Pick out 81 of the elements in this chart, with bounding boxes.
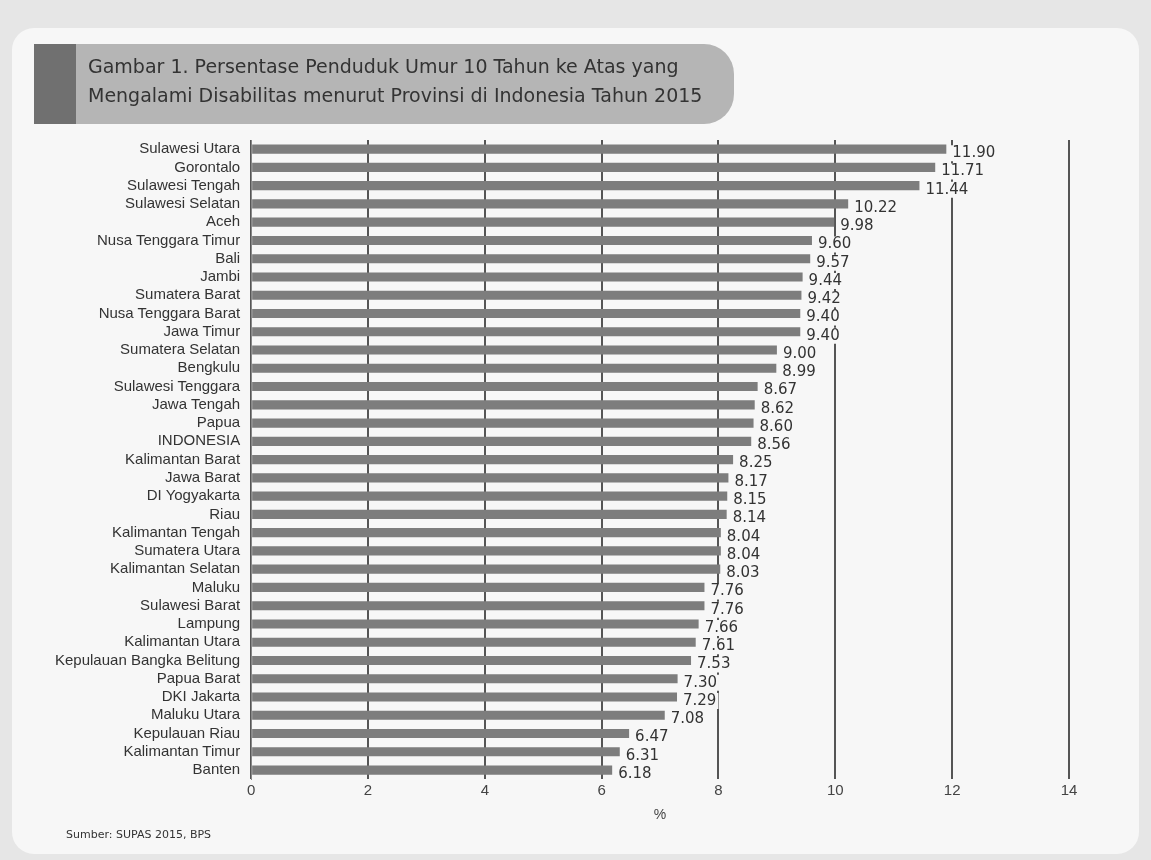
y-tick-label: Aceh <box>205 212 241 230</box>
data-label: 6.18 <box>618 763 652 782</box>
y-tick-label: Gorontalo <box>174 157 241 175</box>
y-tick-label: Jawa Tengah <box>152 394 241 412</box>
y-tick-label: Papua <box>196 413 241 431</box>
y-tick-label: Jawa Timur <box>163 321 241 339</box>
x-tick-label: 10 <box>826 781 844 799</box>
y-tick-label: Nusa Tenggara Barat <box>98 303 241 321</box>
x-tick-label: 0 <box>246 781 256 799</box>
data-label: 9.44 <box>808 270 843 289</box>
data-label: 11.71 <box>941 161 985 180</box>
y-tick-label: DI Yogyakarta <box>146 486 241 504</box>
x-tick-label: 6 <box>597 781 606 799</box>
data-label: 8.04 <box>726 526 761 545</box>
y-tick-label: Sumatera Utara <box>134 541 241 559</box>
chart-title: Gambar 1. Persentase Penduduk Umur 10 Tahun ke Atas yang Mengalami Disabilitas menurut Provinsi di Indonesia Tahun 2015 <box>88 54 704 108</box>
y-tick-label: Sulawesi Tenggara <box>113 376 241 394</box>
y-tick-label: Riau <box>209 504 241 522</box>
data-label: 8.67 <box>763 380 798 399</box>
data-label: 7.29 <box>683 690 717 709</box>
data-label: 8.17 <box>734 471 768 490</box>
y-tick-label: Jawa Barat <box>165 468 241 485</box>
x-tick-label: 12 <box>943 781 961 799</box>
data-label: 7.53 <box>697 654 731 673</box>
y-tick-label: Sulawesi Selatan <box>125 194 241 212</box>
data-label: 9.42 <box>807 289 841 308</box>
data-label: 8.62 <box>760 398 795 417</box>
y-tick-label: Kalimantan Barat <box>125 449 241 467</box>
y-tick-label: Lampung <box>177 614 241 632</box>
data-label: 11.90 <box>952 143 996 162</box>
y-tick-label: Kalimantan Tengah <box>111 522 241 540</box>
y-tick-label: Nusa Tenggara Timur <box>97 230 241 248</box>
x-tick-label: 4 <box>480 781 489 799</box>
y-tick-label: Bengkulu <box>177 358 241 376</box>
data-label: 7.66 <box>704 617 739 636</box>
data-label: 8.14 <box>732 508 767 527</box>
y-tick-label: Banten <box>192 760 241 778</box>
data-label: 8.99 <box>782 362 816 381</box>
data-label: 8.04 <box>726 544 761 563</box>
y-tick-label: Papua Barat <box>156 668 241 686</box>
y-tick-label: Sulawesi Tengah <box>127 175 241 193</box>
data-label: 7.76 <box>710 599 744 618</box>
y-tick-label: Sumatera Barat <box>135 285 241 303</box>
data-label: 6.31 <box>625 745 660 764</box>
y-tick-label: Sumatera Selatan <box>120 340 241 358</box>
x-axis-title: % <box>653 806 667 823</box>
data-label: 8.56 <box>757 435 791 454</box>
y-tick-label: Sulawesi Barat <box>140 595 241 613</box>
text: Sumber: SUPAS 2015, BPS <box>66 828 212 841</box>
data-label: 8.15 <box>733 490 767 509</box>
data-label: 8.60 <box>759 416 793 435</box>
data-label: 7.08 <box>670 709 705 728</box>
data-label: 8.03 <box>726 563 760 582</box>
y-tick-label: Kepulauan Bangka Belitung <box>54 650 241 668</box>
data-label: 9.98 <box>840 216 874 235</box>
data-label: 6.47 <box>635 727 669 746</box>
data-label: 7.76 <box>710 581 744 600</box>
y-tick-label: Maluku Utara <box>150 705 241 723</box>
data-label: 7.61 <box>701 636 736 655</box>
y-tick-label: Kalimantan Timur <box>123 741 241 759</box>
y-tick-label: Jambi <box>200 267 241 285</box>
data-label: 11.44 <box>925 179 969 198</box>
y-tick-label: DKI Jakarta <box>161 687 241 705</box>
x-tick-label: 2 <box>363 781 373 799</box>
x-tick-label: 14 <box>1060 781 1078 799</box>
y-tick-label: Maluku <box>191 577 241 595</box>
y-tick-label: Kepulauan Riau <box>133 723 241 741</box>
data-label: 10.22 <box>854 197 898 216</box>
data-label: 9.40 <box>806 325 840 344</box>
data-label: 8.25 <box>739 453 773 472</box>
data-label: 9.40 <box>806 307 840 326</box>
data-label: 7.30 <box>683 672 718 691</box>
y-tick-label: Kalimantan Utara <box>124 632 241 650</box>
data-label: 9.57 <box>816 252 850 271</box>
y-tick-label: INDONESIA <box>157 431 241 449</box>
data-label: 9.60 <box>817 234 852 253</box>
y-tick-label: Sulawesi Utara <box>139 139 241 157</box>
x-tick-label: 8 <box>714 781 723 799</box>
y-tick-label: Kalimantan Selatan <box>110 559 241 577</box>
data-label: 9.00 <box>782 343 817 362</box>
y-tick-label: Bali <box>215 248 241 266</box>
